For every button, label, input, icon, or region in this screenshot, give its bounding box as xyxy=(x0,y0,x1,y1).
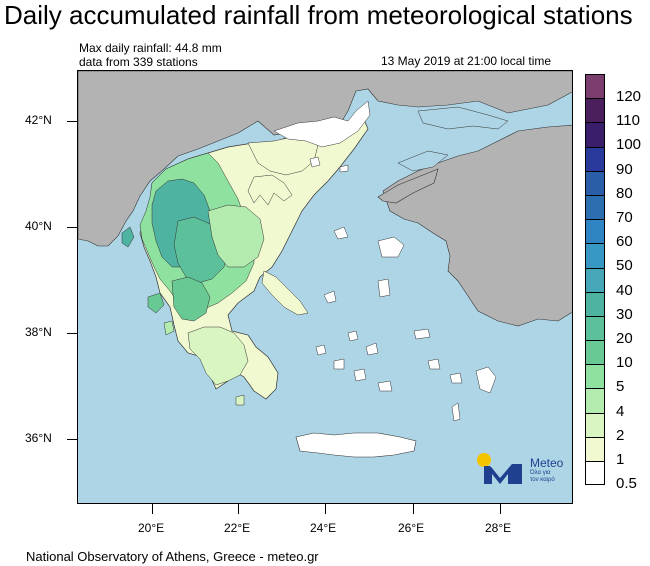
legend-swatch xyxy=(585,436,605,461)
island-dodecanese-2 xyxy=(449,372,463,384)
island-chios xyxy=(377,278,391,298)
lat-label-36: 36°N xyxy=(25,431,52,445)
island-cyclades-1 xyxy=(315,344,327,356)
legend-swatch xyxy=(585,219,605,244)
lat-label-42: 42°N xyxy=(25,113,52,127)
legend-label: 5 xyxy=(616,378,625,396)
logo-tagline: Όλα για τον καιρό xyxy=(530,470,555,483)
lat-tick xyxy=(67,333,77,334)
legend-label: 90 xyxy=(616,160,633,178)
legend-swatch xyxy=(585,461,605,486)
island-karpathos xyxy=(451,402,461,422)
legend-swatch xyxy=(585,146,605,171)
island-samos xyxy=(413,328,431,340)
lon-tick xyxy=(500,504,501,514)
legend-swatch xyxy=(585,388,605,413)
lat-tick xyxy=(67,439,77,440)
island-evia xyxy=(261,270,309,316)
island-cyclades-6 xyxy=(377,380,393,392)
legend-label: 2 xyxy=(616,426,625,444)
lon-tick xyxy=(413,504,414,514)
rain-region-thessaly xyxy=(207,204,265,268)
island-zakynthos xyxy=(163,320,175,336)
logo-brand: Meteo xyxy=(530,456,564,470)
legend-label: 100 xyxy=(616,136,642,154)
land-turkey-thrace xyxy=(377,168,439,204)
legend-label: 70 xyxy=(616,209,633,226)
legend-label: 50 xyxy=(616,257,633,275)
legend-label: 0.5 xyxy=(616,475,637,493)
legend-swatch xyxy=(585,194,605,220)
island-cyclades-4 xyxy=(365,342,379,356)
island-dodecanese-1 xyxy=(427,358,441,370)
footer-credit: National Observatory of Athens, Greece -… xyxy=(26,549,319,564)
lon-label-20: 20°E xyxy=(138,521,165,535)
legend-swatch xyxy=(585,74,605,99)
legend-label: 120 xyxy=(616,88,642,105)
lon-tick xyxy=(325,504,326,514)
island-lemnos xyxy=(333,226,349,240)
lon-label-22: 22°E xyxy=(224,521,251,535)
island-kefalonia xyxy=(147,292,165,314)
legend-swatch xyxy=(585,291,605,316)
island-samothrace xyxy=(339,164,349,173)
legend-swatch xyxy=(585,364,605,389)
max-rainfall-text: Max daily rainfall: 44.8 mm xyxy=(79,41,222,55)
rain-region-peloponnese xyxy=(187,326,249,386)
lon-label-24: 24°E xyxy=(310,521,337,535)
stations-count-text: data from 339 stations xyxy=(79,55,198,69)
legend-label: 1 xyxy=(616,451,625,468)
legend-label: 80 xyxy=(616,184,633,202)
map-canvas xyxy=(78,71,572,458)
island-cyclades-5 xyxy=(347,330,359,342)
rain-region-thrace xyxy=(273,100,371,148)
lon-label-26: 26°E xyxy=(398,521,425,535)
chalkidiki xyxy=(247,174,293,206)
legend-label: 10 xyxy=(616,354,633,372)
legend-swatch xyxy=(585,243,605,268)
rainfall-map xyxy=(77,70,573,504)
meteo-logo xyxy=(477,453,522,484)
lon-tick xyxy=(152,504,153,514)
island-crete xyxy=(295,432,417,458)
legend-swatch xyxy=(585,412,605,437)
lat-label-38: 38°N xyxy=(25,325,52,339)
lon-tick xyxy=(238,504,239,514)
legend-swatch xyxy=(585,267,605,292)
rain-region-aetolia xyxy=(171,276,211,322)
map-title: Daily accumulated rainfall from meteorol… xyxy=(4,0,633,30)
legend-label: 60 xyxy=(616,233,633,251)
island-kythera xyxy=(235,394,245,406)
legend-label: 110 xyxy=(616,112,640,130)
island-lesvos xyxy=(377,236,405,258)
island-corfu xyxy=(121,226,135,248)
legend-swatch xyxy=(585,122,605,147)
island-cyclades-2 xyxy=(333,358,345,370)
sea-marmara xyxy=(417,106,509,130)
lat-label-40: 40°N xyxy=(25,219,52,233)
timestamp-text: 13 May 2019 at 21:00 local time xyxy=(381,54,552,68)
land-balkans xyxy=(78,71,572,247)
legend-swatch xyxy=(585,340,605,365)
lon-label-28: 28°E xyxy=(485,521,512,535)
island-skyros xyxy=(323,290,337,304)
legend-swatch xyxy=(585,315,605,341)
island-rhodes xyxy=(475,366,497,394)
lat-tick xyxy=(67,227,77,228)
sea-north-inlet xyxy=(397,150,449,172)
legend-label: 20 xyxy=(616,330,633,347)
land-turkey xyxy=(382,124,572,327)
island-cyclades-3 xyxy=(353,368,367,382)
legend-label: 40 xyxy=(616,281,633,299)
legend-swatch xyxy=(585,98,605,123)
rainfall-legend xyxy=(585,74,605,486)
legend-swatch xyxy=(585,170,605,195)
lat-tick xyxy=(67,121,77,122)
island-thasos xyxy=(309,156,321,168)
legend-label: 4 xyxy=(616,402,625,420)
legend-label: 30 xyxy=(616,305,633,323)
